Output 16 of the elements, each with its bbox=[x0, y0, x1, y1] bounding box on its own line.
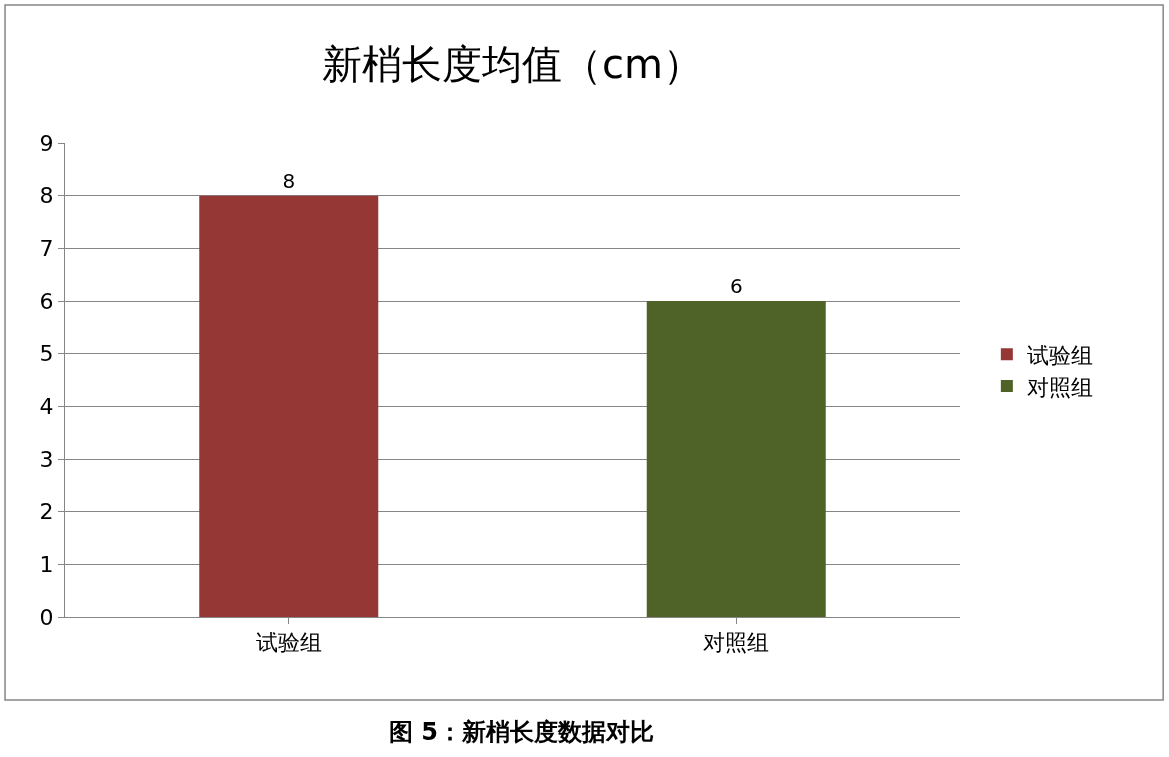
y-tick-label: 2 bbox=[39, 499, 54, 525]
y-tick-label: 9 bbox=[39, 130, 54, 156]
caption: 图 5：新梢长度数据对比 bbox=[389, 718, 655, 746]
y-tick-label: 1 bbox=[39, 552, 54, 578]
y-tick-label: 5 bbox=[39, 341, 54, 367]
legend-label: 试验组 bbox=[1026, 342, 1093, 368]
y-tick-label: 7 bbox=[39, 236, 54, 262]
y-tick-label: 6 bbox=[39, 288, 54, 314]
data-label: 6 bbox=[729, 274, 743, 298]
legend-label: 对照组 bbox=[1026, 374, 1093, 400]
y-tick-label: 0 bbox=[39, 604, 54, 630]
y-tick-label: 8 bbox=[39, 183, 54, 209]
chart-title: 新梢长度均值（cm） bbox=[322, 41, 703, 88]
y-tick-label: 3 bbox=[39, 446, 54, 472]
data-label: 8 bbox=[282, 168, 296, 193]
y-tick-label: 4 bbox=[39, 394, 54, 420]
